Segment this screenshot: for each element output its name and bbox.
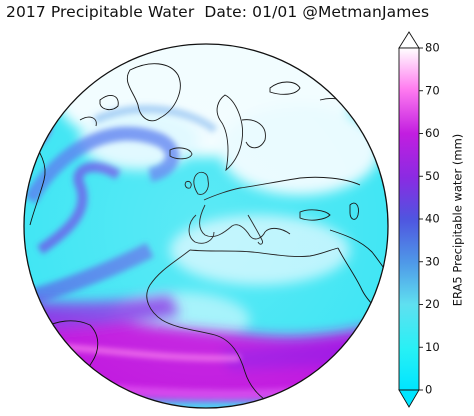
- colorbar-max-extend: [398, 31, 420, 49]
- colorbar-gradient: [398, 47, 420, 391]
- globe-outline: [23, 43, 389, 409]
- colorbar-label: ERA5 Precipitable water (mm): [451, 134, 465, 307]
- colorbar-tick-label: 10: [425, 340, 440, 354]
- globe-field: [24, 44, 388, 408]
- chart-title: 2017 Precipitable Water Date: 01/01 @Met…: [6, 3, 430, 21]
- colorbar-tick-label: 70: [425, 83, 440, 97]
- colorbar-tick-label: 50: [425, 169, 440, 183]
- colorbar-tick-label: 40: [425, 212, 440, 226]
- colorbar-ticks: 0 10 20 30 40 50 60 70 80: [419, 41, 440, 397]
- colorbar-tick-label: 60: [425, 126, 440, 140]
- colorbar-tick-label: 20: [425, 297, 440, 311]
- colorbar: 0 10 20 30 40 50 60 70 80 ERA5 Precipitable wate…: [398, 31, 465, 408]
- colorbar-tick-label: 30: [425, 254, 440, 268]
- colorbar-tick-label: 80: [425, 41, 440, 55]
- colorbar-tick-label: 0: [425, 383, 432, 397]
- colorbar-min-extend: [398, 389, 420, 408]
